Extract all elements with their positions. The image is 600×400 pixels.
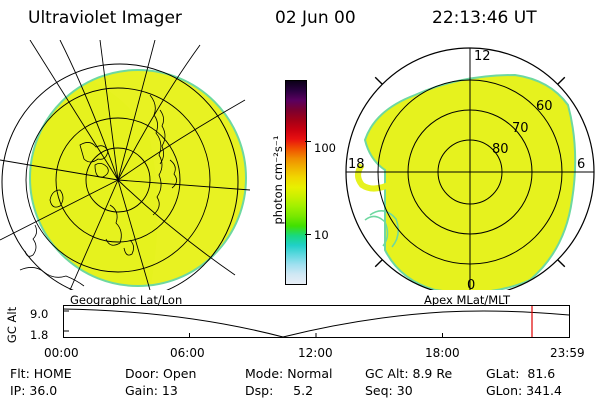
- status-flt: Flt: HOME: [10, 366, 72, 381]
- geographic-map-label: Geographic Lat/Lon: [70, 293, 183, 307]
- time-tick: 12:00: [298, 346, 333, 360]
- latitude-circle: [85, 147, 151, 213]
- status-mode: Mode: Normal: [245, 366, 333, 381]
- mlat-label-60: 60: [536, 99, 553, 114]
- status-door: Door: Open: [125, 366, 197, 381]
- status-glat: GLat: 81.6: [486, 366, 556, 381]
- colorbar-label-10: 10: [314, 228, 329, 242]
- latitude-circle: [55, 117, 181, 243]
- colorbar-unit: photon cm⁻²s⁻¹: [271, 135, 285, 225]
- mlat-label-70: 70: [512, 121, 529, 136]
- status-gc-alt: GC Alt: 8.9 Re: [365, 366, 453, 381]
- colorbar-label-100: 100: [314, 141, 336, 155]
- mlt-label-18: 18: [348, 157, 365, 172]
- earth-limb: [1, 63, 239, 290]
- latitude-circle: [25, 87, 211, 273]
- time-tick: 06:00: [170, 346, 205, 360]
- altitude-curve: [63, 308, 570, 338]
- status-glon: GLon: 341.4: [486, 383, 562, 398]
- magnetic-polar-map: 12 18 6 0 60 70 80: [345, 47, 595, 290]
- colorbar-tick: [305, 141, 311, 142]
- altitude-min-label: 1.8: [30, 328, 49, 342]
- colorbar: [285, 80, 307, 285]
- mlt-label-6: 6: [577, 157, 585, 172]
- mlt-ticks: [374, 76, 566, 268]
- altitude-max-label: 9.0: [30, 307, 49, 321]
- date-label: 02 Jun 00: [275, 8, 356, 28]
- mlt-label-12: 12: [474, 49, 491, 64]
- status-seq: Seq: 30: [365, 383, 413, 398]
- colorbar-tick: [305, 234, 311, 235]
- geographic-map: [0, 40, 251, 290]
- mlt-label-0: 0: [467, 278, 475, 290]
- time-label: 22:13:46 UT: [432, 8, 537, 28]
- time-tick: 00:00: [44, 346, 79, 360]
- altitude-axis-label: GC Alt: [5, 306, 20, 344]
- time-tick: 18:00: [425, 346, 460, 360]
- instrument-title: Ultraviolet Imager: [28, 8, 182, 28]
- magnetic-map-label: Apex MLat/MLT: [424, 293, 511, 307]
- mlat-label-80: 80: [492, 142, 509, 157]
- coastlines: [19, 94, 177, 287]
- status-dsp: Dsp: 5.2: [245, 383, 314, 398]
- altitude-plot: [63, 305, 570, 338]
- uv-disk-edge: [29, 69, 247, 287]
- status-gain: Gain: 13: [125, 383, 178, 398]
- status-ip: IP: 36.0: [10, 383, 58, 398]
- time-tick: 23:59: [550, 346, 585, 360]
- meridians: [0, 40, 251, 290]
